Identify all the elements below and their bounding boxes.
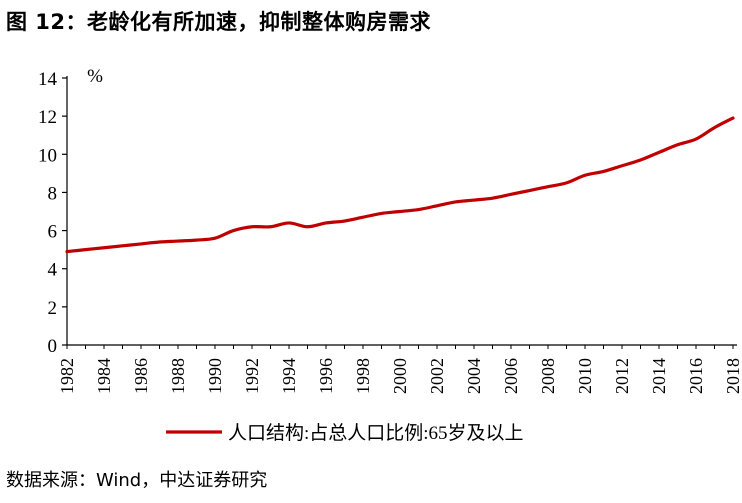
x-tick-label: 2016 xyxy=(686,358,706,394)
source-note: 数据来源：Wind，中达证券研究 xyxy=(6,470,268,491)
x-tick-label: 1994 xyxy=(279,358,299,394)
x-tick-label: 2012 xyxy=(612,358,632,394)
x-tick-label: 1998 xyxy=(353,358,373,394)
x-tick-label: 2004 xyxy=(464,358,484,394)
y-tick-label: 14 xyxy=(38,69,58,90)
y-axis: 0 2 4 6 8 10 12 14% xyxy=(38,66,103,357)
x-tick-label: 2006 xyxy=(501,358,521,394)
y-tick-label: 2 xyxy=(48,298,58,319)
series-line-0 xyxy=(65,116,735,254)
x-tick-label: 1984 xyxy=(94,358,114,394)
x-tick-label: 1992 xyxy=(242,358,262,394)
x-tick-label: 1996 xyxy=(316,358,336,394)
series-layer xyxy=(65,116,735,254)
x-tick-label: 1990 xyxy=(205,358,225,394)
y-tick-label: 12 xyxy=(38,107,57,128)
y-tick-label: 6 xyxy=(48,222,58,243)
x-tick-label: 2010 xyxy=(575,358,595,394)
figure-title: 图 12：老龄化有所加速，抑制整体购房需求 xyxy=(6,10,432,34)
legend-label: 人口结构:占总人口比例:65岁及以上 xyxy=(228,422,524,444)
legend: 人口结构:占总人口比例:65岁及以上 xyxy=(166,422,524,444)
x-tick-label: 2008 xyxy=(538,358,558,394)
x-tick-label: 1986 xyxy=(131,358,151,394)
x-tick-label: 1988 xyxy=(168,358,188,394)
x-tick-label: 1982 xyxy=(57,358,77,394)
y-axis-unit-label: % xyxy=(87,66,103,87)
x-tick-label: 2002 xyxy=(427,358,447,394)
y-tick-label: 10 xyxy=(38,145,57,166)
x-tick-label: 2014 xyxy=(649,358,669,394)
x-axis: 1982 1984 1986 1988 1990 1992 1994 1996 1998 2000… xyxy=(57,344,742,394)
x-tick-label: 2000 xyxy=(390,358,410,394)
y-tick-label: 8 xyxy=(48,183,58,204)
x-tick-label: 2018 xyxy=(723,358,742,394)
y-tick-label: 4 xyxy=(48,260,58,281)
y-tick-label: 0 xyxy=(48,336,58,357)
